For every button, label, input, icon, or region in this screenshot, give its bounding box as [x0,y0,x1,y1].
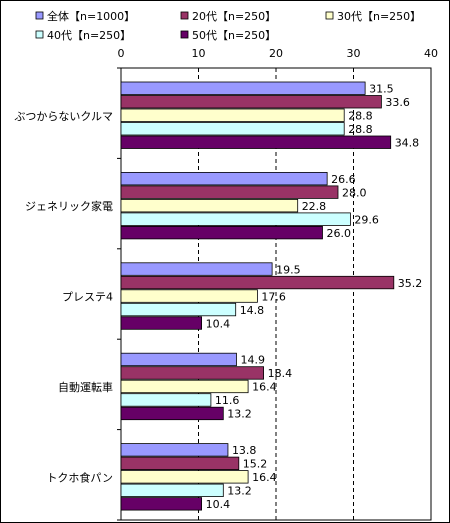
bar [120,171,328,186]
legend-label: 30代【n=250】 [337,10,421,23]
legend-label: 20代【n=250】 [192,10,276,23]
labels: 31.533.6 28.828.8 34.8 ぶつからないクルマ 26.628.0 22.… [14,83,422,512]
bar [120,483,224,498]
value-label: 35.2 [398,277,423,290]
bar [120,497,202,511]
legend-swatch [35,30,44,39]
category-label: ぶつからないクルマ [14,110,113,123]
value-label: 13.2 [227,485,252,498]
bar [120,198,299,213]
bar [120,81,366,95]
value-label: 34.8 [395,137,420,150]
value-label: 18.4 [268,367,293,380]
value-label: 13.8 [232,444,257,457]
bar [120,406,224,421]
legend-label: 40代【n=250】 [47,29,131,42]
bar [120,379,249,394]
category-label: プレステ4 [62,291,113,304]
value-label: 31.5 [369,83,394,96]
value-label: 29.6 [354,213,379,226]
x-tick-label: 40 [424,47,438,60]
value-label: 11.6 [215,394,240,407]
category-label: 自動運転車 [58,380,113,394]
value-label: 10.4 [206,498,231,511]
bar [120,108,345,122]
bar [120,262,273,276]
value-label: 19.5 [276,263,301,276]
bar [120,393,212,407]
value-label: 14.8 [240,304,265,317]
bar [120,135,392,149]
value-label: 17.6 [261,290,286,303]
bar [120,122,345,136]
category-label: ジェネリック家電 [25,199,113,213]
value-label: 10.4 [206,317,231,330]
value-label: 28.0 [342,186,367,199]
value-label: 16.4 [252,381,277,394]
bar [120,275,395,290]
x-tick-label: 0 [118,47,125,60]
bar [120,443,229,457]
value-label: 14.9 [240,354,265,367]
bars [120,81,395,511]
x-tick-label: 20 [269,47,283,60]
legend-swatch [35,11,44,20]
value-label: 26.6 [331,173,356,186]
legend: 全体【n=1000】 20代【n=250】 30代【n=250】 40代【n=250】… [35,9,421,42]
legend-swatch [180,30,189,39]
value-label: 15.2 [243,458,267,471]
value-label: 33.6 [385,96,410,109]
bar [120,185,339,199]
bar [120,225,323,240]
legend-label: 全体【n=1000】 [47,9,135,23]
category-label: トクホ食パン [46,470,113,484]
x-tick-label: 30 [347,47,361,60]
axes: 0 10 20 30 40 [117,47,438,521]
bar [120,302,237,317]
value-label: 13.2 [227,408,252,421]
value-label: 26.0 [327,227,352,240]
bar [120,95,382,109]
bar [120,470,249,484]
bar [120,352,237,367]
bar [120,316,202,330]
legend-swatch [180,11,189,20]
legend-label: 50代【n=250】 [192,29,276,42]
bar [120,289,258,303]
bar [120,212,351,226]
legend-swatch [325,11,334,20]
value-label: 28.8 [348,110,373,123]
value-label: 16.4 [252,471,277,484]
bar [120,456,240,471]
bar [120,366,265,380]
x-tick-label: 10 [192,47,206,60]
value-label: 22.8 [302,200,327,213]
value-label: 28.8 [348,123,373,136]
